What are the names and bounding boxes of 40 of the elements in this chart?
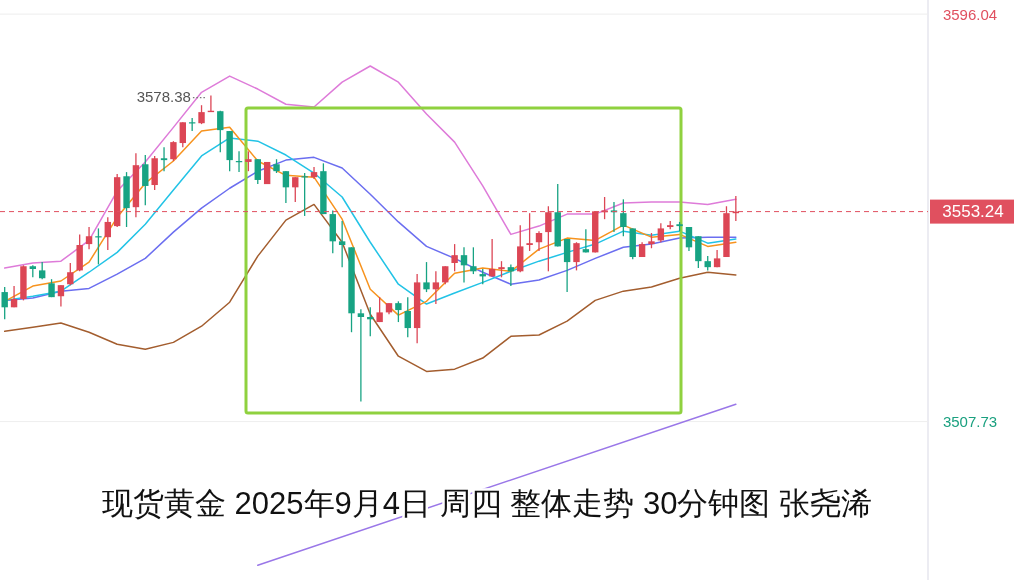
candlestick [376, 296, 383, 323]
candlestick [563, 238, 571, 293]
candlestick [657, 222, 665, 243]
candlestick [357, 308, 365, 403]
candlestick [254, 158, 261, 185]
y-tick-label: 3507.73 [942, 413, 998, 431]
annotation: 3578.38 [136, 87, 191, 105]
candlestick [198, 104, 205, 125]
candlestick [245, 150, 252, 172]
candlestick [282, 170, 290, 204]
y-tick-label: 3596.04 [942, 5, 998, 23]
candlestick [432, 270, 440, 305]
text: 现货黄金 2025年9月4日 周四 整体走势 30分钟图 张尧浠 [102, 485, 872, 521]
candlestick [535, 230, 543, 252]
candlestick [338, 220, 346, 268]
line-series [3, 65, 737, 269]
candlestick [404, 296, 411, 338]
candlestick [179, 121, 186, 148]
candlestick [423, 261, 430, 293]
candlestick [526, 212, 533, 252]
candlestick [470, 246, 477, 275]
candlestick [620, 198, 627, 237]
candlestick [142, 154, 149, 206]
candlestick [292, 176, 299, 203]
candlestick [395, 300, 402, 323]
ref-label: 3553.24 [930, 199, 1014, 224]
candlestick [104, 216, 111, 251]
candlestick [451, 243, 458, 272]
candlestick [170, 140, 177, 162]
ref-line-label: 3553.24 [942, 202, 1004, 222]
line-series [3, 203, 737, 373]
candlestick [1, 286, 8, 320]
candlestick [57, 284, 65, 308]
candlestick [685, 226, 693, 252]
candlestick [67, 262, 74, 286]
candlestick [460, 246, 468, 284]
candlestick [573, 241, 580, 272]
candlestick [217, 110, 224, 153]
candlestick [160, 146, 168, 172]
candlestick [85, 226, 93, 250]
